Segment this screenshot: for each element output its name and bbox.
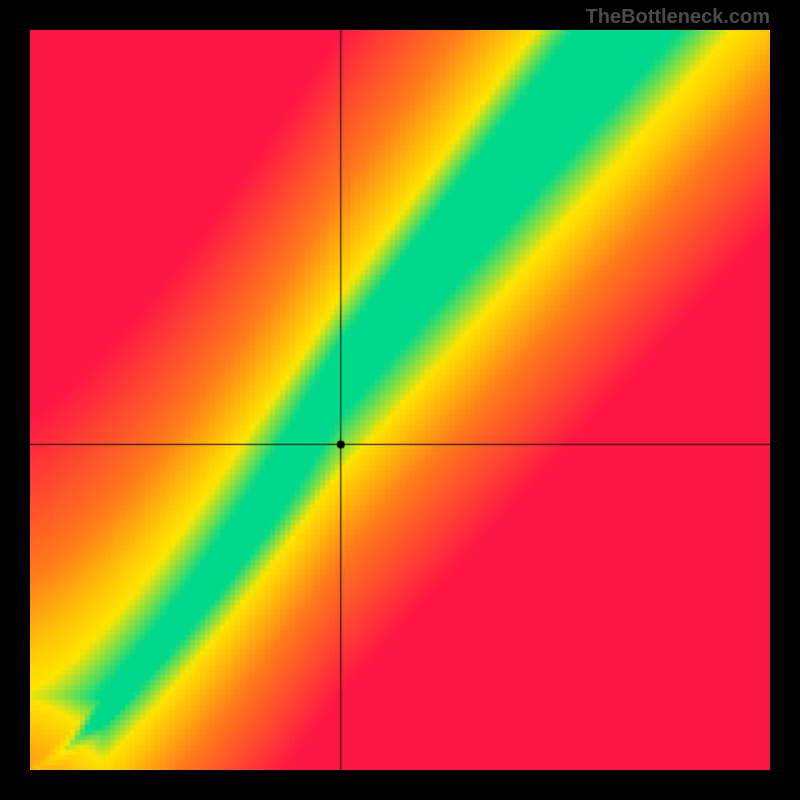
chart-container: TheBottleneck.com bbox=[0, 0, 800, 800]
plot-area bbox=[30, 30, 770, 770]
watermark-text: TheBottleneck.com bbox=[586, 6, 770, 29]
heatmap-canvas bbox=[30, 30, 770, 770]
